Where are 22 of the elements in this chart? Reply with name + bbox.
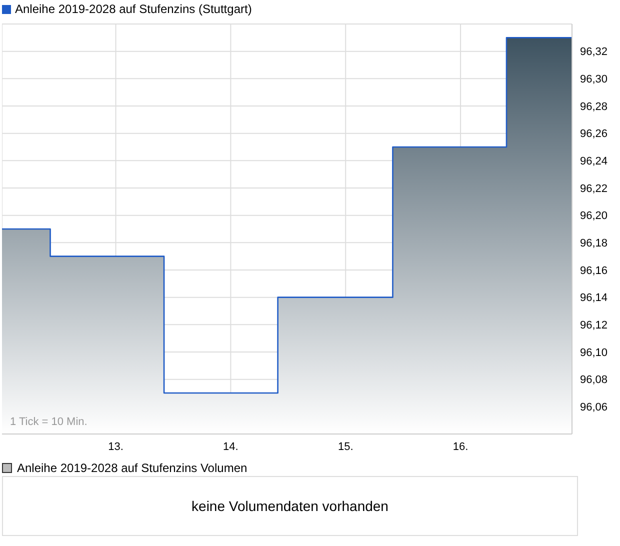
legend-label: Anleihe 2019-2028 auf Stufenzins (Stuttgart) xyxy=(15,2,252,16)
text: keine Volumendaten vorhanden xyxy=(192,498,388,514)
y-tick-label: 96,14 xyxy=(580,292,608,304)
y-tick-label: 96,24 xyxy=(580,156,608,168)
y-tick-label: 96,22 xyxy=(580,182,608,195)
y-tick-label: 96,32 xyxy=(580,46,608,58)
x-tick-label: 14. xyxy=(223,440,238,453)
y-tick-label: 96,26 xyxy=(580,128,608,140)
x-tick-label: 16. xyxy=(452,440,468,453)
y-tick-label: 96,20 xyxy=(580,210,608,222)
y-tick-label: 96,06 xyxy=(580,402,608,414)
x-tick-label: 13. xyxy=(108,440,124,453)
y-tick-label: 96,30 xyxy=(580,74,608,86)
y-tick-label: 96,28 xyxy=(580,100,608,113)
x-tick-label: 15. xyxy=(338,440,354,453)
y-tick-label: 96,16 xyxy=(580,264,608,277)
text: Anleihe 2019-2028 auf Stufenzins Volumen xyxy=(17,461,248,475)
y-tick-label: 96,18 xyxy=(580,238,608,250)
y-tick-label: 96,10 xyxy=(580,346,608,359)
y-tick-label: 96,08 xyxy=(580,374,608,386)
annotation: 1 Tick = 10 Min. xyxy=(10,416,88,428)
y-tick-label: 96,12 xyxy=(580,320,608,332)
